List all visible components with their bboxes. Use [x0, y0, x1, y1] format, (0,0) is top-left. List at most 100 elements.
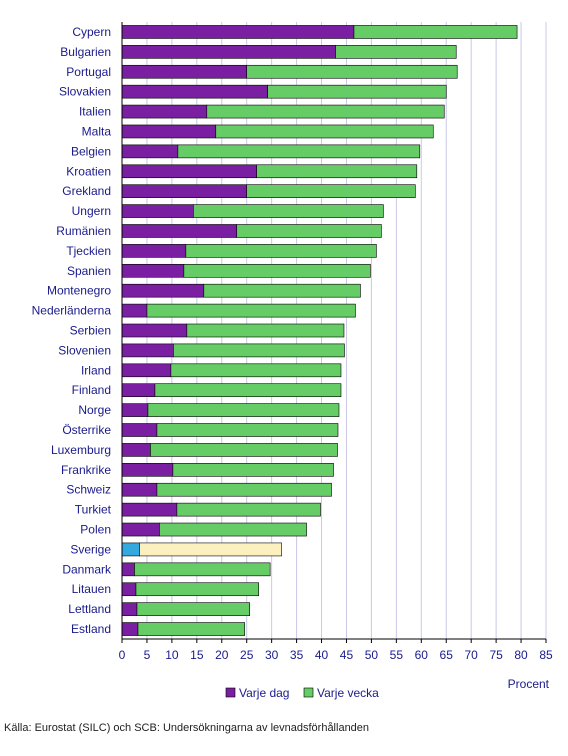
category-label: Norge [78, 403, 111, 417]
category-label: Serbien [70, 324, 111, 338]
legend-label-weekly: Varje vecka [317, 686, 379, 700]
x-tick-labels: 0 5 10 15 20 25 30 35 40 45 50 55 60 65 70 75 80 85 [119, 639, 553, 662]
x-tick-label: 80 [514, 648, 528, 662]
bar-weekly-slovakien [267, 84, 447, 99]
bar-daily-polen [121, 522, 160, 537]
x-tick-label: 5 [144, 648, 151, 662]
bar-daily-ungern [121, 204, 194, 218]
axes [121, 22, 546, 640]
bar-daily-österrike [121, 423, 158, 437]
category-label: Slovenien [58, 343, 111, 357]
bar-weekly-italien [206, 104, 445, 119]
category-label: Malta [82, 124, 112, 138]
x-tick-label: 75 [489, 648, 503, 662]
category-label: Tjeckien [66, 244, 111, 258]
bar-weekly-serbien [186, 323, 345, 338]
category-label: Spanien [67, 264, 111, 278]
bar-weekly-cypern [353, 25, 518, 39]
bar-weekly-polen [159, 522, 307, 537]
bar-daily-rumänien [121, 224, 238, 238]
category-label: Lettland [68, 602, 111, 616]
x-tick-label: 60 [415, 648, 429, 662]
source-note: Källa: Eurostat (SILC) och SCB: Undersök… [4, 722, 370, 734]
legend-swatch-weekly [303, 687, 314, 698]
category-label: Kroatien [66, 164, 111, 178]
category-label: Österrike [62, 423, 111, 437]
x-tick-label: 85 [539, 648, 553, 662]
bar-weekly-tjeckien [185, 244, 377, 258]
bar-daily-estland [121, 622, 139, 636]
x-tick-label: 70 [464, 648, 478, 662]
bar-daily-tjeckien [121, 244, 187, 258]
category-label: Sverige [70, 542, 111, 556]
bar-daily-malta [121, 124, 217, 139]
bar-daily-portugal [121, 64, 248, 79]
category-label: Rumänien [56, 224, 111, 238]
category-label: Montenegro [47, 284, 111, 298]
bar-weekly-österrike [156, 423, 339, 437]
bar-daily-italien [121, 104, 208, 119]
category-label: Danmark [62, 562, 112, 576]
category-label: Ungern [72, 204, 111, 218]
bar-weekly-danmark [134, 562, 271, 577]
category-label: Bulgarien [60, 45, 111, 59]
bar-daily-nederländerna [121, 303, 148, 318]
bar-weekly-frankrike [172, 463, 334, 477]
category-label: Schweiz [66, 483, 111, 497]
x-axis-label: Procent [508, 677, 550, 691]
bar-weekly-ungern [193, 204, 384, 218]
category-label: Belgien [71, 144, 111, 158]
x-tick-label: 55 [390, 648, 404, 662]
bar-weekly-turkiet [176, 502, 321, 517]
category-label: Grekland [62, 184, 111, 198]
bar-weekly-malta [215, 124, 434, 139]
category-label: Cypern [72, 25, 111, 39]
bar-weekly-belgien [177, 144, 421, 159]
bar-daily-bulgarien [121, 45, 336, 59]
bar-weekly-portugal [246, 64, 458, 79]
bar-daily-montenegro [121, 283, 205, 298]
bars [121, 25, 518, 636]
bar-daily-kroatien [121, 164, 257, 179]
category-label: Italien [79, 105, 111, 119]
bar-daily-finland [121, 383, 156, 398]
category-labels: Cypern Bulgarien Portugal Slovakien Italien M… [32, 25, 112, 636]
x-tick-label: 50 [365, 648, 379, 662]
bar-weekly-slovenien [173, 343, 345, 358]
bar-daily-luxemburg [121, 443, 151, 457]
bar-weekly-rumänien [236, 224, 382, 238]
bar-weekly-sverige [139, 542, 282, 557]
bar-weekly-bulgarien [335, 45, 457, 59]
bar-weekly-montenegro [203, 283, 361, 298]
bar-daily-cypern [121, 25, 355, 39]
category-label: Polen [80, 523, 111, 537]
x-tick-label: 0 [119, 648, 126, 662]
x-tick-label: 25 [240, 648, 254, 662]
bar-weekly-spanien [183, 263, 371, 278]
x-tick-label: 35 [290, 648, 304, 662]
legend-swatch-daily [225, 687, 236, 698]
category-label: Portugal [66, 65, 111, 79]
category-label: Irland [81, 363, 111, 377]
bar-daily-grekland [121, 184, 248, 198]
bar-weekly-finland [154, 383, 342, 398]
bar-weekly-lettland [136, 602, 250, 616]
bar-weekly-luxemburg [150, 443, 338, 457]
category-label: Frankrike [61, 463, 111, 477]
category-label: Slovakien [59, 85, 111, 99]
legend: Varje dag Varje vecka [225, 686, 379, 700]
bar-daily-slovenien [121, 343, 174, 358]
x-tick-label: 20 [215, 648, 229, 662]
x-tick-label: 45 [340, 648, 354, 662]
bar-daily-slovakien [121, 84, 268, 99]
bar-weekly-grekland [246, 184, 416, 198]
bar-daily-turkiet [121, 502, 178, 517]
bar-weekly-schweiz [156, 482, 332, 497]
x-tick-label: 40 [315, 648, 329, 662]
bar-daily-irland [121, 363, 172, 378]
legend-label-daily: Varje dag [239, 686, 289, 700]
bar-daily-lettland [121, 602, 138, 616]
category-label: Luxemburg [51, 443, 111, 457]
bar-weekly-estland [137, 622, 246, 636]
